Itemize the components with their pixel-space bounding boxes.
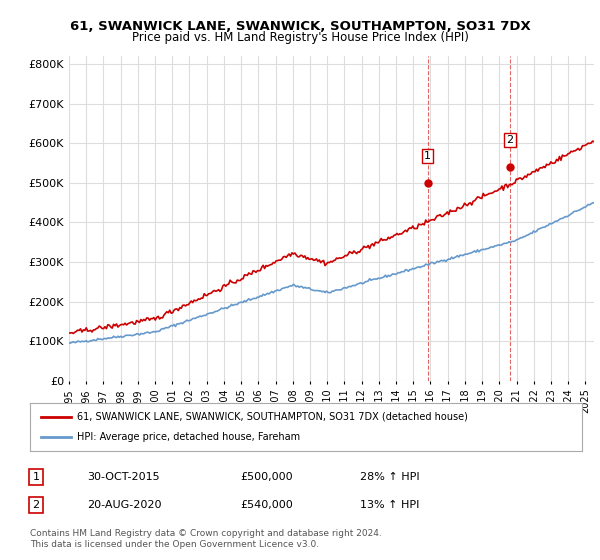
Text: Price paid vs. HM Land Registry's House Price Index (HPI): Price paid vs. HM Land Registry's House … [131, 31, 469, 44]
Text: 2: 2 [506, 135, 514, 145]
Text: 1: 1 [32, 472, 40, 482]
Text: 1: 1 [424, 151, 431, 161]
Text: 61, SWANWICK LANE, SWANWICK, SOUTHAMPTON, SO31 7DX (detached house): 61, SWANWICK LANE, SWANWICK, SOUTHAMPTON… [77, 412, 468, 422]
Text: 61, SWANWICK LANE, SWANWICK, SOUTHAMPTON, SO31 7DX: 61, SWANWICK LANE, SWANWICK, SOUTHAMPTON… [70, 20, 530, 32]
Text: £540,000: £540,000 [240, 500, 293, 510]
Text: HPI: Average price, detached house, Fareham: HPI: Average price, detached house, Fare… [77, 432, 300, 442]
Text: 2: 2 [32, 500, 40, 510]
Text: 13% ↑ HPI: 13% ↑ HPI [360, 500, 419, 510]
Text: £500,000: £500,000 [240, 472, 293, 482]
Text: 30-OCT-2015: 30-OCT-2015 [87, 472, 160, 482]
Text: Contains HM Land Registry data © Crown copyright and database right 2024.
This d: Contains HM Land Registry data © Crown c… [30, 529, 382, 549]
Text: 28% ↑ HPI: 28% ↑ HPI [360, 472, 419, 482]
Text: 20-AUG-2020: 20-AUG-2020 [87, 500, 161, 510]
